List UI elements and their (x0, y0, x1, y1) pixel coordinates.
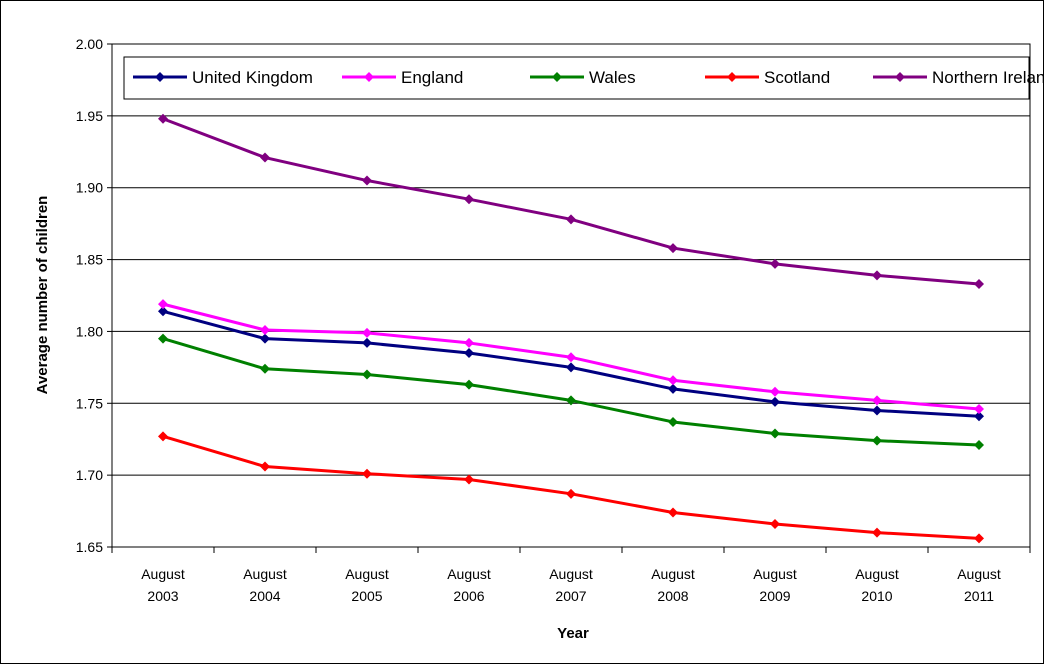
series-scotland (158, 431, 984, 544)
series-england (158, 299, 984, 415)
plot-area-border (111, 43, 1031, 548)
legend-label: England (401, 68, 463, 87)
data-point (464, 474, 474, 485)
data-point (770, 428, 780, 439)
legend-entry: Scotland (705, 68, 830, 87)
x-tick-label: August 2004 (243, 566, 287, 604)
data-point (566, 488, 576, 499)
data-point (566, 214, 576, 225)
data-point (158, 431, 168, 442)
data-point (260, 333, 270, 344)
data-point (668, 243, 678, 254)
data-point (464, 194, 474, 205)
series-lines (158, 113, 984, 544)
data-point (974, 404, 984, 415)
data-point (770, 258, 780, 269)
data-point (362, 327, 372, 338)
data-point (668, 375, 678, 386)
x-axis-title: Year (557, 625, 589, 642)
legend-label: Northern Ireland (932, 68, 1044, 87)
y-tick-label: 1.90 (76, 180, 103, 196)
x-tick-label: August 2008 (651, 566, 695, 604)
data-point (158, 299, 168, 310)
y-tick-label: 2.00 (76, 36, 103, 52)
data-point (362, 175, 372, 186)
legend: United Kingdom England Wales Scotland Northe… (123, 56, 1044, 100)
x-tick-label: August 2010 (855, 566, 899, 604)
data-point (770, 386, 780, 397)
y-tick-label: 1.95 (76, 108, 103, 124)
data-point (872, 405, 882, 416)
gridlines (107, 43, 1030, 548)
x-tick-label: August 2006 (447, 566, 491, 604)
x-tick-label: August 2011 (957, 566, 1001, 604)
data-point (566, 395, 576, 406)
data-point (260, 363, 270, 374)
data-point (668, 383, 678, 394)
legend-entry: United Kingdom (133, 68, 313, 87)
series-wales (158, 333, 984, 450)
legend-entry: Wales (530, 68, 636, 87)
data-point (668, 507, 678, 518)
legend-swatch-marker (895, 72, 905, 82)
legend-swatch-marker (552, 72, 562, 82)
axes (111, 43, 1031, 553)
x-tick-labels: August 2003 August 2004 August 2005 August 2006… (141, 566, 1001, 604)
data-point (872, 395, 882, 406)
data-point (566, 352, 576, 363)
x-tick-label: August 2005 (345, 566, 389, 604)
data-point (362, 337, 372, 348)
data-point (872, 435, 882, 446)
data-point (872, 527, 882, 538)
data-point (158, 113, 168, 124)
x-tick-label: August 2003 (141, 566, 185, 604)
y-axis-title: Average number of children (34, 196, 51, 395)
data-point (668, 416, 678, 427)
data-point (770, 396, 780, 407)
legend-label: Wales (589, 68, 636, 87)
legend-swatch-marker (155, 72, 165, 82)
data-point (362, 468, 372, 479)
data-point (158, 306, 168, 317)
y-tick-label: 1.70 (76, 467, 103, 483)
y-tick-label: 1.75 (76, 395, 103, 411)
x-tick-label: August 2007 (549, 566, 593, 604)
data-point (974, 411, 984, 422)
legend-swatch-marker (364, 72, 374, 82)
data-point (260, 324, 270, 335)
y-tick-label: 1.65 (76, 539, 103, 555)
data-point (362, 369, 372, 380)
data-point (872, 270, 882, 281)
data-point (566, 362, 576, 373)
legend-label: Scotland (764, 68, 830, 87)
data-point (974, 279, 984, 290)
series-united-kingdom (158, 306, 984, 422)
series-line (162, 434, 980, 540)
series-northern-ireland (158, 113, 984, 290)
data-point (260, 152, 270, 163)
y-tick-label: 1.85 (76, 252, 103, 268)
legend-swatch-marker (727, 72, 737, 82)
data-point (464, 347, 474, 358)
legend-entry: Northern Ireland (873, 68, 1044, 87)
data-point (974, 439, 984, 450)
y-tick-label: 1.80 (76, 323, 103, 339)
legend-entry: England (342, 68, 463, 87)
data-point (464, 337, 474, 348)
legend-label: United Kingdom (192, 68, 313, 87)
data-point (974, 533, 984, 544)
y-tick-labels: 1.65 1.70 1.75 1.80 1.85 1.90 1.95 2.00 (76, 36, 103, 555)
data-point (464, 379, 474, 390)
data-point (770, 519, 780, 530)
data-point (260, 461, 270, 472)
x-tick-label: August 2009 (753, 566, 797, 604)
data-point (158, 333, 168, 344)
